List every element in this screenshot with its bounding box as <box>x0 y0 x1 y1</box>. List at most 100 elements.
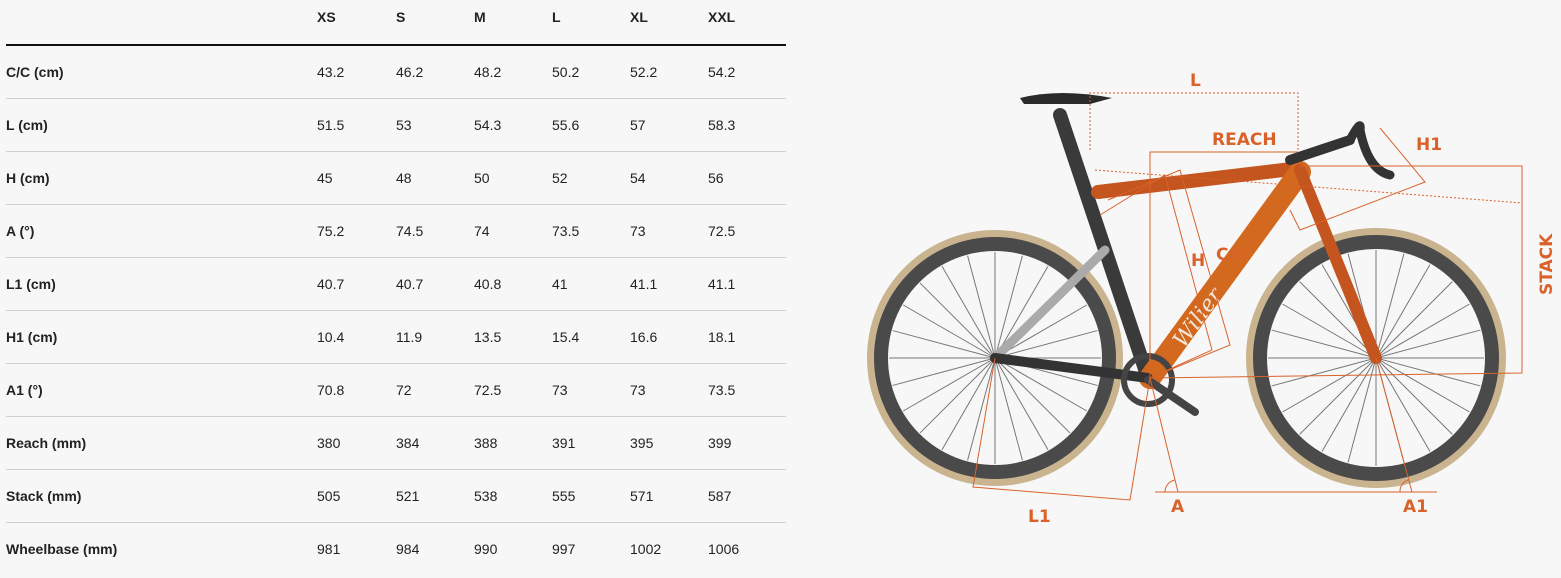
spoke <box>994 255 1023 359</box>
cell-value: 72.5 <box>708 223 736 239</box>
cell-value: 56 <box>708 170 724 186</box>
table-row: H (cm) 45 48 50 52 54 56 <box>6 152 786 205</box>
spoke <box>1271 357 1377 387</box>
cell-value: 70.8 <box>317 382 345 398</box>
row-label: L1 (cm) <box>6 276 56 292</box>
cell-value: 73 <box>552 382 568 398</box>
spoke <box>994 330 1098 359</box>
spoke <box>1282 357 1377 413</box>
cell-value: 391 <box>552 435 576 451</box>
cell-value: 40.7 <box>317 276 345 292</box>
cell-value: 73.5 <box>552 223 580 239</box>
spoke <box>1375 357 1470 413</box>
cell-value: 587 <box>708 488 732 504</box>
table-header: XS S M L XL XXL <box>6 0 786 46</box>
spoke <box>1375 253 1405 359</box>
cell-value: 981 <box>317 541 341 557</box>
spoke <box>892 357 996 386</box>
label-stack: STACK <box>1537 233 1557 295</box>
cell-value: 41.1 <box>630 276 658 292</box>
table-row: A1 (°) 70.8 72 72.5 73 73 73.5 <box>6 364 786 417</box>
row-label: H (cm) <box>6 170 50 186</box>
dimension-lines <box>972 92 1523 501</box>
spoke <box>1282 303 1377 359</box>
cell-value: 1002 <box>630 541 662 557</box>
geometry-table: XS S M L XL XXL C/C (cm) 43.2 46.2 48.2 50.2… <box>6 0 786 575</box>
spoke <box>1375 281 1453 359</box>
spoke <box>1271 329 1377 359</box>
cell-value: 72 <box>396 382 412 398</box>
row-label: L (cm) <box>6 117 48 133</box>
cell-value: 13.5 <box>474 329 502 345</box>
cell-value: 15.4 <box>552 329 580 345</box>
cell-value: 48.2 <box>474 64 502 80</box>
spoke <box>1375 357 1431 452</box>
spoke <box>1375 329 1481 359</box>
cell-value: 43.2 <box>317 64 345 80</box>
cell-value: 16.6 <box>630 329 658 345</box>
cell-value: 53 <box>396 117 412 133</box>
spoke <box>919 282 996 359</box>
spoke <box>967 357 996 461</box>
spoke <box>1375 357 1481 387</box>
spoke <box>1375 357 1453 435</box>
cell-value: 57 <box>630 117 646 133</box>
cell-value: 40.8 <box>474 276 502 292</box>
bike-illustration: Wilier L REACH H1 STACK H C/C L1 A A1 <box>867 71 1557 527</box>
table-row: C/C (cm) 43.2 46.2 48.2 50.2 52.2 54.2 <box>6 46 786 99</box>
cell-value: 10.4 <box>317 329 345 345</box>
spoke <box>892 330 996 359</box>
row-label: H1 (cm) <box>6 329 58 345</box>
cell-value: 380 <box>317 435 341 451</box>
cell-value: 75.2 <box>317 223 345 239</box>
label-reach: REACH <box>1212 130 1277 150</box>
row-label: Wheelbase (mm) <box>6 541 118 557</box>
spoke <box>994 265 1049 359</box>
label-h: H <box>1191 251 1205 271</box>
cell-value: 51.5 <box>317 117 345 133</box>
spoke <box>1299 281 1377 359</box>
table-row: Wheelbase (mm) 981 984 990 997 1002 1006 <box>6 523 786 575</box>
spoke <box>941 265 996 359</box>
size-header: S <box>396 9 406 25</box>
row-label: A (°) <box>6 223 35 239</box>
cell-value: 41.1 <box>708 276 736 292</box>
cell-value: 997 <box>552 541 576 557</box>
cell-value: 58.3 <box>708 117 736 133</box>
spoke <box>994 357 1049 451</box>
cell-value: 52.2 <box>630 64 658 80</box>
cell-value: 48 <box>396 170 412 186</box>
cell-value: 40.7 <box>396 276 424 292</box>
cell-value: 74.5 <box>396 223 424 239</box>
label-h1: H1 <box>1416 135 1442 155</box>
row-label: Stack (mm) <box>6 488 82 504</box>
cell-value: 505 <box>317 488 341 504</box>
spoke <box>919 357 996 434</box>
rear-wheel <box>867 230 1123 486</box>
spoke <box>994 357 1088 412</box>
cell-value: 1006 <box>708 541 740 557</box>
spoke <box>902 304 996 359</box>
spoke <box>1299 357 1377 435</box>
cell-value: 54.2 <box>708 64 736 80</box>
spoke <box>902 357 996 412</box>
cell-value: 18.1 <box>708 329 736 345</box>
cell-value: 72.5 <box>474 382 502 398</box>
spoke <box>1347 357 1377 463</box>
spoke <box>994 357 1023 461</box>
cell-value: 45 <box>317 170 333 186</box>
cell-value: 74 <box>474 223 490 239</box>
size-header: L <box>552 9 561 25</box>
spoke <box>967 255 996 359</box>
cell-value: 73.5 <box>708 382 736 398</box>
bike-geometry-diagram: Wilier L REACH H1 STACK H C/C L1 A A1 <box>840 0 1561 573</box>
cell-value: 46.2 <box>396 64 424 80</box>
cell-value: 990 <box>474 541 498 557</box>
label-l: L <box>1190 71 1201 91</box>
label-cc: C/C <box>1216 245 1247 265</box>
row-label: C/C (cm) <box>6 64 64 80</box>
cell-value: 54.3 <box>474 117 502 133</box>
cell-value: 521 <box>396 488 420 504</box>
cell-value: 384 <box>396 435 420 451</box>
table-row: L1 (cm) 40.7 40.7 40.8 41 41.1 41.1 <box>6 258 786 311</box>
